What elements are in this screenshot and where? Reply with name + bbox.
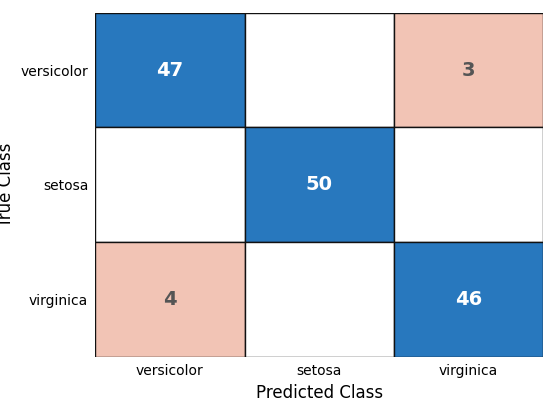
Bar	[394, 242, 543, 357]
Bar	[394, 127, 543, 242]
Text: 46: 46	[455, 290, 482, 309]
Text: 3: 3	[462, 60, 475, 79]
Bar	[394, 13, 543, 127]
Bar	[245, 13, 394, 127]
Bar	[245, 242, 394, 357]
Bar	[95, 127, 245, 242]
Text: 50: 50	[306, 175, 333, 194]
Y-axis label: True Class: True Class	[0, 143, 15, 227]
Bar	[95, 13, 245, 127]
X-axis label: Predicted Class: Predicted Class	[255, 383, 383, 402]
Text: 47: 47	[156, 60, 184, 79]
Text: 4: 4	[163, 290, 176, 309]
Bar	[95, 242, 245, 357]
Bar	[245, 127, 394, 242]
